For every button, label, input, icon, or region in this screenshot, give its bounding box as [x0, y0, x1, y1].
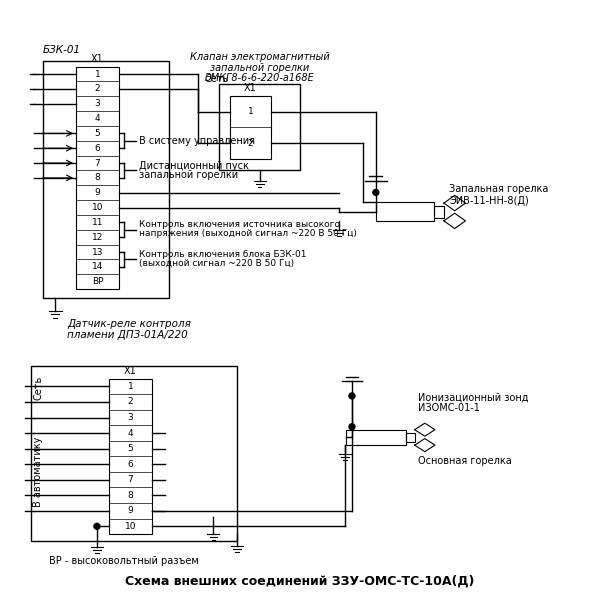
Text: Клапан электромагнитный: Клапан электромагнитный: [190, 52, 329, 63]
Text: запальной горелки: запальной горелки: [139, 170, 238, 180]
Text: X1: X1: [244, 83, 257, 94]
Bar: [43, 61, 169, 298]
Text: 9: 9: [95, 188, 100, 197]
Circle shape: [373, 190, 379, 195]
Text: 10: 10: [92, 203, 103, 212]
Text: 8: 8: [128, 491, 133, 500]
Text: Датчик-реле контроля: Датчик-реле контроля: [67, 319, 191, 330]
Text: ВР - высоковольтный разъем: ВР - высоковольтный разъем: [49, 556, 199, 566]
Text: ВР: ВР: [92, 277, 103, 286]
Text: 3: 3: [95, 99, 100, 108]
Text: 7: 7: [95, 159, 100, 167]
Text: Дистанционный пуск: Дистанционный пуск: [139, 161, 248, 170]
Text: (выходной сигнал ~220 В 50 Гц): (выходной сигнал ~220 В 50 Гц): [139, 259, 294, 268]
Text: 2: 2: [248, 138, 253, 148]
Text: 14: 14: [92, 262, 103, 271]
Text: напряжения (выходной сигнал ~220 В 50 Гц): напряжения (выходной сигнал ~220 В 50 Гц…: [139, 229, 356, 238]
Text: Схема внешних соединений ЗЗУ-ОМС-ТС-10А(Д): Схема внешних соединений ЗЗУ-ОМС-ТС-10А(…: [125, 575, 475, 588]
Text: 1: 1: [248, 107, 253, 116]
Text: 7: 7: [128, 475, 133, 484]
Text: Контроль включения источника высокого: Контроль включения источника высокого: [139, 220, 340, 229]
Bar: [220, 85, 300, 170]
Bar: [76, 67, 119, 289]
Text: 5: 5: [128, 444, 133, 453]
Circle shape: [94, 523, 100, 529]
Circle shape: [349, 393, 355, 399]
Text: Сеть: Сеть: [205, 73, 229, 83]
Text: Сеть: Сеть: [34, 376, 43, 401]
Text: В автоматику: В автоматику: [34, 437, 43, 507]
Bar: [434, 206, 444, 218]
Text: 13: 13: [92, 247, 103, 256]
Text: 10: 10: [125, 522, 136, 531]
Text: Контроль включения блока БЗК-01: Контроль включения блока БЗК-01: [139, 250, 306, 259]
Text: ЭИВ-11-НН-8(Д): ЭИВ-11-НН-8(Д): [449, 196, 529, 206]
Text: 12: 12: [92, 232, 103, 242]
Text: Ионизационный зонд: Ионизационный зонд: [418, 392, 528, 402]
Text: запальной горелки: запальной горелки: [210, 63, 309, 73]
Text: 1: 1: [128, 382, 133, 391]
Text: В систему управления: В систему управления: [139, 136, 255, 146]
Text: Запальная горелка: Запальная горелка: [449, 184, 548, 194]
Text: 4: 4: [95, 114, 100, 123]
Text: ИЗОМС-01-1: ИЗОМС-01-1: [418, 403, 479, 413]
Bar: [346, 430, 406, 445]
Text: 6: 6: [95, 144, 100, 153]
Text: 2: 2: [95, 85, 100, 94]
Text: X1: X1: [91, 54, 104, 64]
Text: 8: 8: [95, 173, 100, 182]
Text: 1: 1: [95, 70, 100, 79]
Bar: [406, 433, 415, 442]
Text: ЭМКГ8-6-6-220-а168Е: ЭМКГ8-6-6-220-а168Е: [205, 73, 314, 83]
Circle shape: [349, 424, 355, 430]
Text: 4: 4: [128, 429, 133, 437]
Text: 3: 3: [128, 413, 133, 422]
Bar: [376, 203, 434, 222]
Text: 5: 5: [95, 129, 100, 138]
Text: 9: 9: [128, 506, 133, 516]
Text: БЗК-01: БЗК-01: [43, 45, 82, 55]
Text: 6: 6: [128, 460, 133, 468]
Text: 11: 11: [92, 218, 103, 227]
Text: 2: 2: [128, 398, 133, 406]
Text: пламени ДПЗ-01А/220: пламени ДПЗ-01А/220: [67, 330, 188, 340]
Text: Основная горелка: Основная горелка: [418, 456, 511, 466]
Bar: [31, 366, 237, 541]
Bar: [109, 378, 152, 534]
Text: X1: X1: [124, 366, 137, 375]
Bar: [230, 97, 271, 159]
